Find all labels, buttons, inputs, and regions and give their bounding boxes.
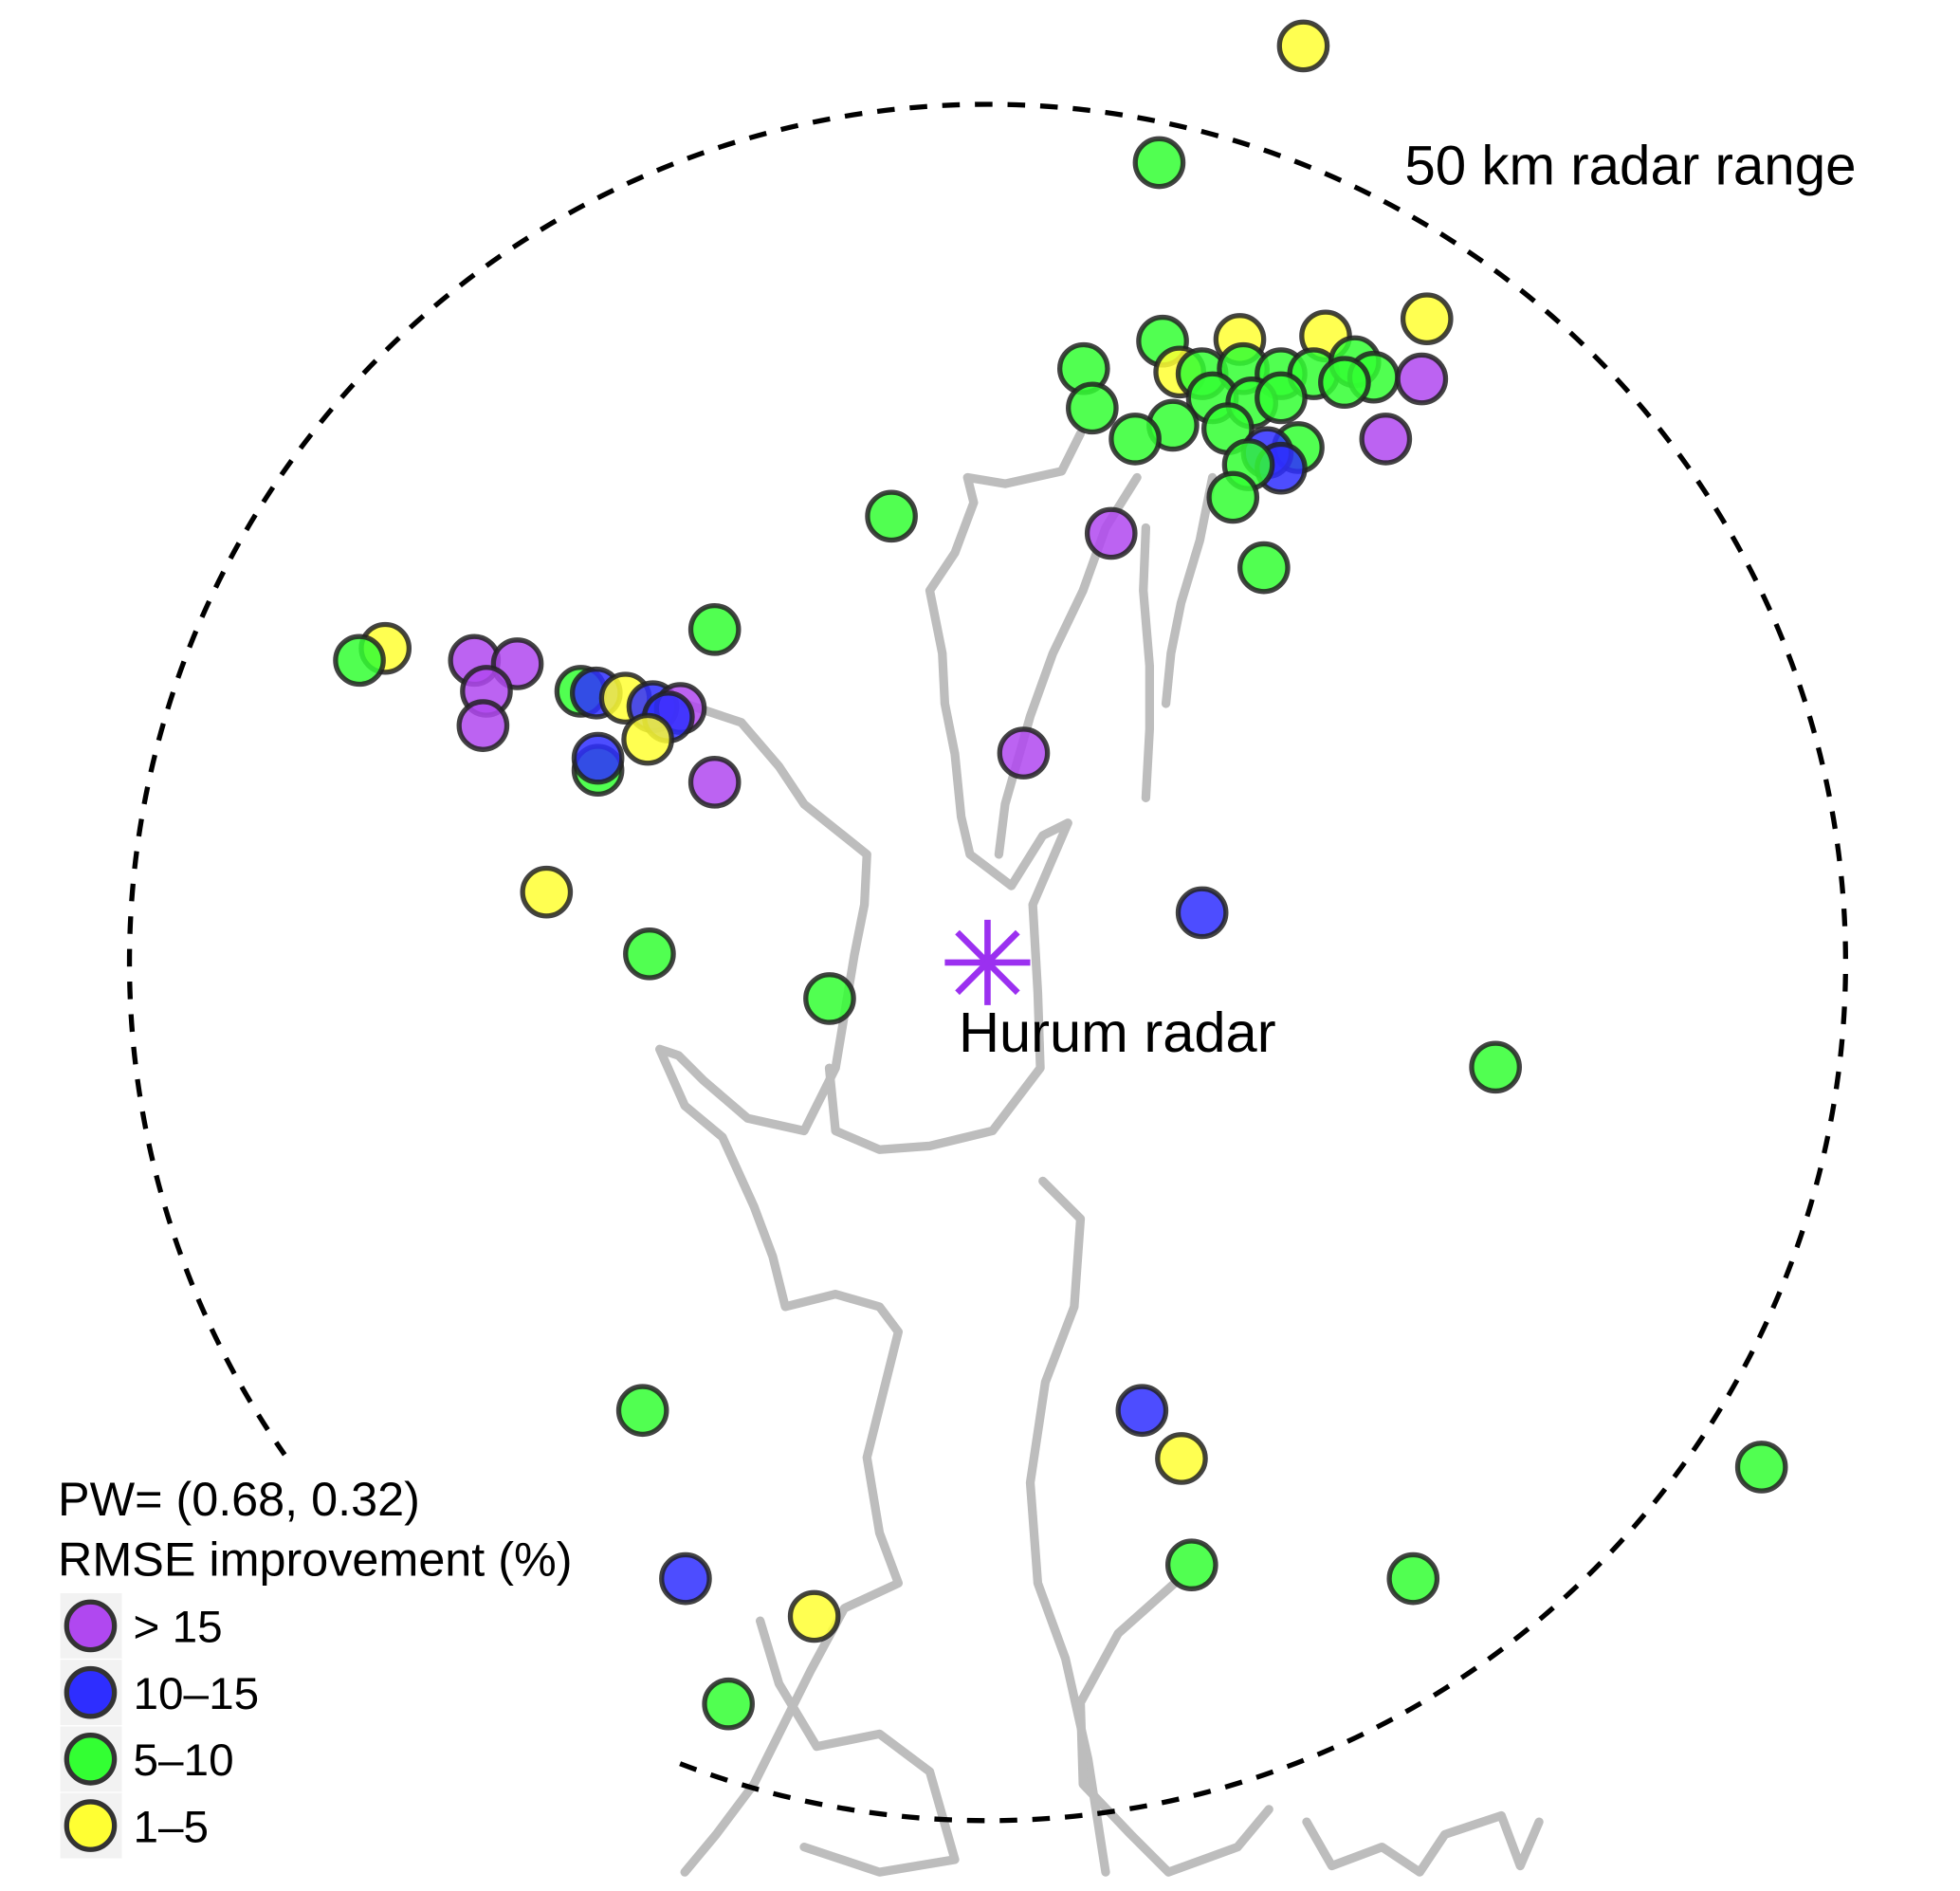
coastline-west-fjord [655, 699, 904, 1877]
station-point [1359, 413, 1413, 466]
station-point [1132, 136, 1186, 190]
station-point [1164, 1538, 1218, 1591]
station-points [333, 19, 1788, 1731]
coastline-east [1161, 472, 1218, 708]
coastline-inner [1139, 523, 1155, 802]
legend-item-label: 1–5 [134, 1802, 210, 1852]
station-point [1066, 381, 1119, 435]
station-point [865, 489, 918, 543]
station-point [1175, 886, 1229, 940]
legend-key-marker [64, 1799, 118, 1852]
station-point [787, 1589, 841, 1643]
radar-range-circle [126, 101, 1849, 1824]
station-point [997, 726, 1051, 780]
coastline [655, 429, 1544, 1877]
station-point [1318, 356, 1371, 409]
station-point [1400, 292, 1454, 346]
station-point [615, 1384, 669, 1438]
legend-title-rmse: RMSE improvement (%) [58, 1532, 573, 1586]
range-label-background [1397, 132, 1951, 203]
station-point [687, 602, 742, 656]
station-point [1255, 371, 1308, 425]
radar-label: Hurum radar [959, 1001, 1276, 1064]
coastline-islands [1302, 1810, 1544, 1877]
station-point [1115, 1384, 1169, 1438]
station-point [687, 756, 742, 809]
station-point [1237, 541, 1291, 595]
coastline-southeast [1075, 1578, 1273, 1877]
station-point [1155, 1432, 1208, 1485]
station-point [456, 699, 510, 752]
station-point [803, 972, 856, 1025]
coastline-east-south [1025, 1176, 1110, 1877]
legend-item-label: > 15 [134, 1603, 223, 1653]
station-point [659, 1551, 712, 1606]
station-point [623, 927, 676, 981]
legend-item-label: 10–15 [134, 1669, 260, 1719]
station-point [702, 1677, 755, 1731]
legend-key-marker [64, 1599, 118, 1653]
station-point [1084, 506, 1138, 560]
station-point [1469, 1040, 1522, 1094]
station-point [1108, 413, 1162, 466]
legend-item-label: 5–10 [134, 1735, 234, 1786]
station-point [1276, 19, 1330, 73]
legend-key-marker [64, 1665, 118, 1719]
radar-asterisk-icon [944, 919, 1031, 1005]
range-label: 50 km radar range [1404, 136, 1856, 197]
station-point [1386, 1551, 1440, 1606]
station-point [621, 712, 674, 766]
station-point [1734, 1441, 1788, 1494]
station-point [571, 731, 625, 785]
coastline-southwest [756, 1616, 960, 1877]
legend-key-marker [64, 1733, 118, 1786]
coastline-east-fjord [824, 429, 1086, 1154]
radar-asterisk-stroke [955, 929, 1020, 996]
station-point [333, 633, 386, 688]
legend: PW= (0.68, 0.32) RMSE improvement (%) > … [58, 1472, 573, 1859]
station-point [1206, 470, 1260, 524]
station-point [520, 865, 574, 919]
station-point [1395, 352, 1449, 406]
legend-title-pw: PW= (0.68, 0.32) [58, 1472, 420, 1526]
